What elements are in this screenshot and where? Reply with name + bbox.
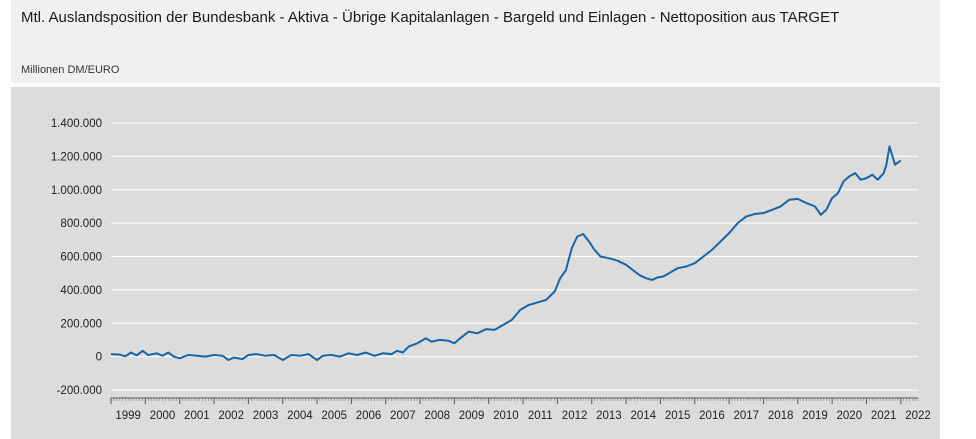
x-tick-label: 2010 xyxy=(493,410,519,422)
y-tick-label: 1.000.000 xyxy=(51,185,102,197)
y-tick-label: 400.000 xyxy=(60,285,102,297)
x-tick-label: 2022 xyxy=(905,410,931,422)
x-tick-label: 2005 xyxy=(321,410,347,422)
unit-label: Millionen DM/EURO xyxy=(21,64,120,76)
x-tick-label: 2007 xyxy=(390,410,416,422)
x-tick-label: 2009 xyxy=(459,410,485,422)
chart-title: Mtl. Auslandsposition der Bundesbank - A… xyxy=(21,9,840,26)
x-tick-label: 2020 xyxy=(837,410,863,422)
x-tick-label: 2017 xyxy=(734,410,760,422)
x-tick-label: 1999 xyxy=(115,410,141,422)
gridlines xyxy=(111,122,918,391)
x-tick-label: 2014 xyxy=(630,410,656,422)
x-tick-label: 2019 xyxy=(802,410,828,422)
y-axis: 1.400.000 1.200.000 1.000.000 800.000 600.00… xyxy=(51,118,102,397)
x-tick-label: 2018 xyxy=(768,410,794,422)
y-tick-label: 200.000 xyxy=(60,318,102,330)
y-tick-label: 1.400.000 xyxy=(51,118,102,130)
y-tick-label: 800.000 xyxy=(60,218,102,230)
x-tick-label: 2004 xyxy=(287,410,313,422)
x-tick-label: 2015 xyxy=(665,410,691,422)
series-line xyxy=(110,145,902,361)
x-axis: 1999 2000 2001 2002 2003 2004 2005 2006 2007 2008… xyxy=(110,397,931,422)
x-tick-label: 2008 xyxy=(424,410,450,422)
y-tick-label: 0 xyxy=(96,352,102,364)
x-tick-label: 2001 xyxy=(184,410,210,422)
y-tick-label: 600.000 xyxy=(60,252,102,264)
x-tick-label: 2011 xyxy=(528,410,553,422)
x-tick-label: 2013 xyxy=(596,410,622,422)
x-tick-label: 2012 xyxy=(562,410,588,422)
chart-header: Mtl. Auslandsposition der Bundesbank - A… xyxy=(11,0,940,83)
x-tick-label: 2003 xyxy=(253,410,279,422)
plot-area xyxy=(11,87,940,439)
y-tick-label: 1.200.000 xyxy=(51,151,102,163)
x-tick-label: 2021 xyxy=(871,410,897,422)
x-tick-label: 2006 xyxy=(356,410,382,422)
y-tick-label: -200.000 xyxy=(57,385,102,397)
x-tick-label: 2002 xyxy=(218,410,244,422)
x-tick-label: 2000 xyxy=(150,410,176,422)
x-tick-label: 2016 xyxy=(699,410,725,422)
